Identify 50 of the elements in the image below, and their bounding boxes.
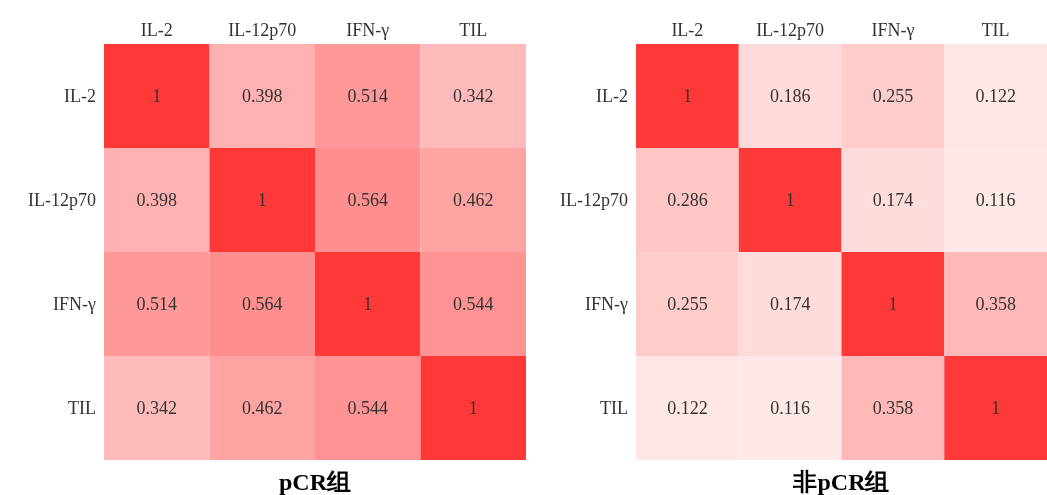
data-label: 0.564: [347, 190, 388, 210]
data-label: 0.398: [242, 86, 283, 106]
data-label: 1: [682, 86, 692, 106]
data-label: 1: [363, 294, 373, 314]
data-label: 0.342: [453, 86, 494, 106]
text: pCR组: [278, 468, 352, 495]
x-tick-label: IL-2: [671, 20, 704, 40]
x-tick-label: IFN-γ: [346, 20, 390, 40]
data-label: 0.462: [453, 190, 494, 210]
data-label: 1: [468, 398, 478, 418]
data-label: 1: [257, 190, 267, 210]
data-label: 0.462: [242, 398, 283, 418]
x-tick-label: TIL: [981, 20, 1010, 40]
x-tick-label: IL-12p70: [756, 20, 825, 40]
data-label: 0.514: [347, 86, 388, 106]
x-tick-label: TIL: [459, 20, 488, 40]
data-label: 0.116: [770, 398, 811, 418]
data-label: 1: [152, 86, 162, 106]
data-label: 1: [991, 398, 1001, 418]
data-label: 0.358: [975, 294, 1016, 314]
data-label: 0.174: [872, 190, 914, 210]
data-label: 0.358: [872, 398, 914, 418]
y-tick-label: IL-2: [596, 86, 628, 107]
data-label: 0.342: [136, 398, 177, 418]
data-label: 0.122: [667, 398, 708, 418]
x-tick-label: IL-2: [140, 20, 173, 40]
data-label: 1: [888, 294, 898, 314]
text: 非pCR组: [792, 468, 891, 495]
data-label: 0.122: [975, 86, 1016, 106]
y-tick-label: IL-12p70: [28, 190, 96, 211]
data-label: 0.186: [769, 86, 811, 106]
y-tick-label: IFN-γ: [585, 294, 629, 315]
x-tick-label: IFN-γ: [871, 20, 915, 40]
data-label: 0.564: [242, 294, 283, 314]
data-label: 0.286: [667, 190, 708, 210]
y-tick-label: TIL: [68, 398, 96, 419]
x-tick-label: IL-12p70: [228, 20, 297, 40]
data-label: 0.514: [136, 294, 177, 314]
data-label: 1: [785, 190, 795, 210]
data-label: 0.544: [347, 398, 388, 418]
y-tick-label: IL-12p70: [560, 190, 628, 211]
data-label: 0.174: [769, 294, 811, 314]
data-label: 0.255: [872, 86, 914, 106]
data-label: 0.544: [453, 294, 494, 314]
y-tick-label: IL-2: [64, 86, 96, 107]
data-label: 0.116: [975, 190, 1016, 210]
y-tick-label: TIL: [600, 398, 628, 419]
data-label: 0.255: [667, 294, 708, 314]
y-tick-label: IFN-γ: [53, 294, 97, 315]
data-label: 0.398: [136, 190, 177, 210]
